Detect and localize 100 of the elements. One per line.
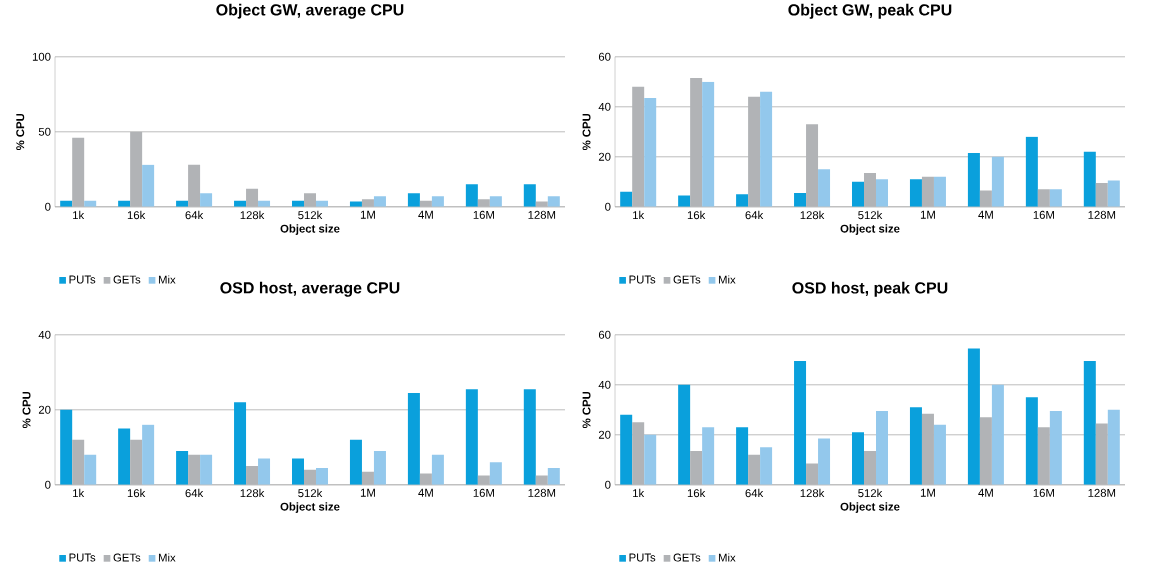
x-tick-label: 16M [1033,489,1054,498]
x-tick-label: 1M [920,211,935,219]
y-tick-label: 20 [598,152,611,161]
legend-label: Mix [718,275,736,284]
bar [373,451,386,485]
bar [60,409,73,485]
bar [304,193,316,207]
x-tick-label: 512k [298,211,323,220]
y-axis-title: % CPU [582,392,591,429]
bar [921,413,934,485]
bar [702,81,715,207]
bar [702,427,715,485]
bar [644,98,657,207]
bar [176,451,189,485]
x-tick-label: 128k [240,489,265,498]
bar [373,196,386,207]
y-tick-label: 0 [45,202,51,211]
bar [933,424,946,485]
x-tick-label: 4M [978,489,993,497]
legend-label: PUTs [629,553,656,562]
bar [477,475,490,485]
bar [1037,427,1050,485]
x-tick-label: 4M [978,211,993,219]
x-tick-label: 16M [473,211,494,220]
bar [1049,189,1062,207]
bar [1037,189,1050,207]
bar [806,124,819,207]
x-tick-label: 64k [745,211,764,220]
bar [806,463,819,485]
bar [909,407,922,485]
x-tick-label: 64k [745,489,764,498]
bar [760,91,773,207]
bar [620,191,633,207]
bar [979,417,992,485]
y-axis-title: % CPU [22,392,31,429]
bar [188,164,201,207]
bar [690,451,703,485]
x-tick-label: 1k [633,489,645,498]
y-tick-label: 0 [45,480,51,489]
x-tick-label: 128k [800,489,825,498]
x-tick-label: 64k [185,211,204,220]
legend-label: PUTs [629,275,656,284]
bar [748,454,761,485]
y-tick-label: 40 [38,330,51,339]
bar [1083,151,1096,207]
y-tick-label: 50 [38,127,51,136]
bar [84,454,97,485]
bar [1049,411,1062,485]
chart-title: OSD host, peak CPU [792,282,948,297]
bar [234,402,247,485]
legend-label: Mix [718,553,736,562]
x-tick-label: 16M [1033,211,1054,220]
y-tick-label: 40 [598,380,611,389]
x-tick-label: 1k [73,211,85,220]
bar [316,468,328,485]
bar [246,188,259,207]
y-tick-label: 60 [598,330,611,339]
bar [142,164,155,207]
bar [118,428,131,485]
x-tick-label: 1M [360,489,375,497]
bar [921,176,934,207]
legend-label: PUTs [69,275,96,284]
bar [130,131,143,207]
bar [632,422,645,485]
x-axis-title: Object size [840,224,900,236]
bar [547,196,560,207]
bar [547,468,560,485]
bar [736,194,749,207]
x-tick-label: 128k [240,211,265,220]
bar [852,181,864,207]
bar [489,196,502,207]
x-tick-label: 128M [1088,489,1116,498]
bar [349,439,362,485]
legend-label: Mix [158,553,176,562]
chart-title: OSD host, average CPU [220,281,400,297]
bar [876,179,888,207]
bar [523,184,536,207]
bar [1095,183,1108,207]
bar [431,196,444,207]
bar [535,475,548,485]
bar [933,176,946,207]
bar [431,454,444,485]
bar [760,447,773,485]
chart-title: Object GW, peak CPU [788,4,952,19]
bar [361,471,374,485]
legend-label: GETs [113,275,141,284]
bar [794,193,807,207]
x-tick-label: 16M [473,489,494,498]
bar [142,424,155,485]
bar [1025,136,1038,207]
x-tick-label: 512k [298,489,323,498]
legend-label: Mix [158,275,176,284]
x-tick-label: 128k [800,211,825,220]
x-axis-title: Object size [840,502,900,514]
y-tick-label: 0 [605,202,611,211]
legend-label: PUTs [69,553,96,562]
bar [1107,409,1120,485]
bar [852,432,864,485]
bar [292,458,304,485]
bar [632,86,645,207]
